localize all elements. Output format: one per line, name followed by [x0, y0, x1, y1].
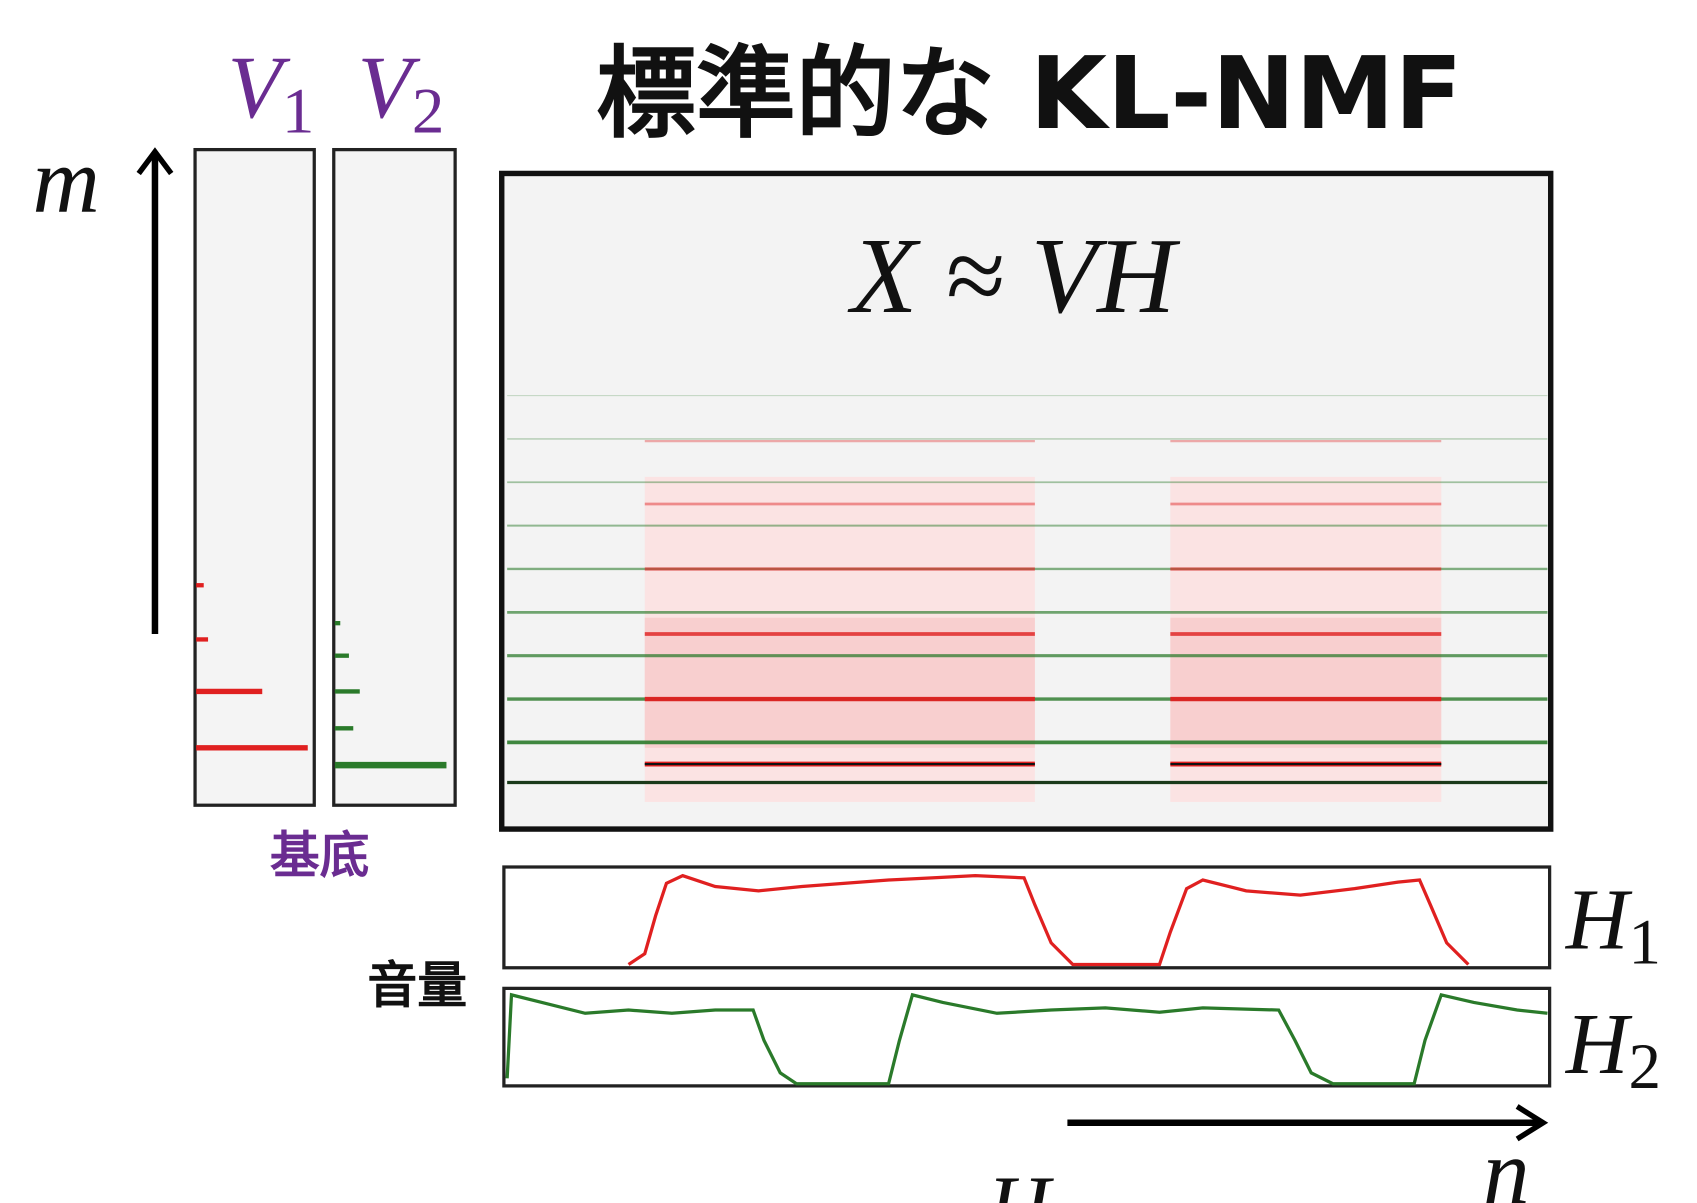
volume-caption: 音量	[367, 956, 467, 1014]
figure: 標準的な KL-NMF V1 V2 m 基底 X ≈ VH 音量 H1 H2 n…	[0, 0, 1697, 1203]
basis-box	[195, 150, 314, 806]
activation-label-2: H2	[1565, 996, 1661, 1103]
partial-text: H	[986, 1158, 1054, 1203]
axis-m: m	[33, 129, 100, 232]
basis-label-2: V2	[358, 39, 445, 147]
basis-caption: 基底	[270, 826, 370, 884]
page: 標準的な KL-NMF V1 V2 m 基底 X ≈ VH 音量 H1 H2 n…	[0, 0, 1697, 1203]
equation: X ≈ VH	[847, 216, 1181, 336]
basis-label-1: V1	[228, 39, 315, 147]
stripe	[645, 618, 1035, 748]
activation-box	[504, 988, 1550, 1086]
title: 標準的な KL-NMF	[596, 35, 1462, 152]
basis-box	[334, 150, 455, 806]
axis-n: n	[1483, 1121, 1530, 1203]
activation-label-1: H1	[1565, 871, 1661, 978]
stripe	[1170, 618, 1441, 748]
